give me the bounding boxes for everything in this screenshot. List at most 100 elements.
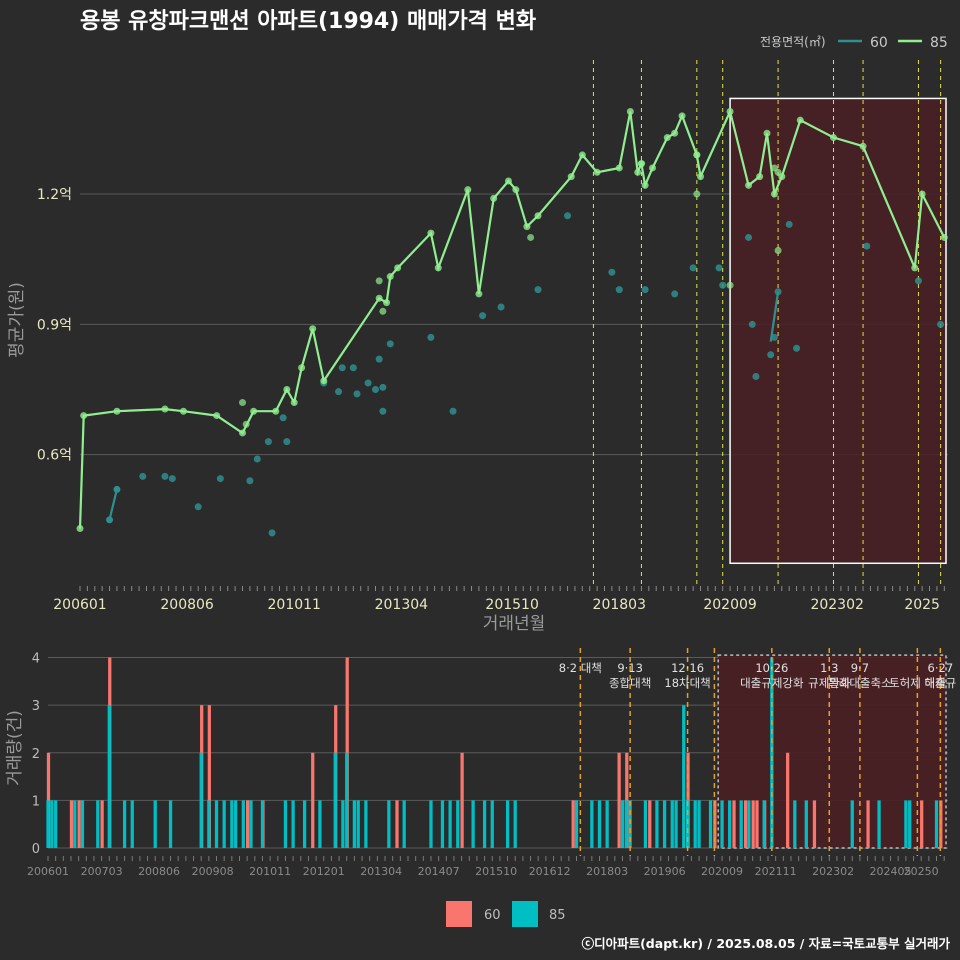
point-85 (80, 412, 88, 420)
point-85 (697, 173, 705, 181)
point-85 (796, 116, 804, 124)
point-60 (641, 286, 649, 294)
bar-60 (77, 800, 81, 848)
point-85 (239, 429, 247, 437)
bar-85 (96, 800, 100, 848)
x-tick-label: 201510 (485, 597, 538, 613)
y-axis-label: 거래량(건) (5, 710, 25, 786)
point-60 (914, 277, 922, 285)
x-tick-label: 202009 (701, 865, 743, 878)
point-60 (863, 242, 871, 250)
bar-85 (153, 800, 157, 848)
bar-85 (505, 800, 510, 848)
bar-85 (214, 800, 219, 848)
bar-85 (597, 800, 602, 848)
bar-85 (291, 800, 295, 848)
point-85 (375, 277, 383, 285)
point-60 (349, 364, 357, 372)
point-85 (918, 190, 926, 198)
bar-85 (934, 800, 939, 848)
bar-85 (199, 752, 203, 848)
point-85 (434, 264, 442, 272)
bar-60 (755, 800, 759, 848)
x-tick-label: 200908 (192, 865, 234, 878)
point-85 (693, 190, 701, 198)
policy-label: 10·26 (755, 661, 788, 675)
y-tick-label: 2 (32, 747, 40, 762)
point-85 (615, 164, 623, 172)
bar-60 (246, 800, 250, 848)
bar-60 (812, 800, 817, 848)
point-60 (268, 529, 276, 537)
bar-85 (54, 800, 58, 848)
bar-85 (747, 800, 751, 848)
point-85 (756, 173, 764, 181)
bar-85 (448, 800, 452, 848)
point-85 (490, 194, 498, 202)
point-60 (375, 355, 383, 363)
point-60 (427, 333, 435, 341)
bar-85 (674, 800, 678, 848)
point-85 (298, 364, 306, 372)
point-85 (375, 294, 383, 302)
bar-85 (513, 800, 517, 848)
legend-swatch-60 (446, 901, 472, 927)
bar-85 (643, 800, 648, 848)
point-60 (774, 288, 782, 296)
policy-label: 특례대출축소 (828, 676, 891, 690)
x-tick-label: 201803 (593, 597, 646, 613)
x-axis-label: 거래년월 (483, 614, 546, 634)
bar-85 (670, 800, 674, 848)
point-85 (671, 129, 679, 137)
bar-85 (73, 800, 77, 848)
point-85 (726, 107, 734, 115)
highlight-region (729, 97, 947, 565)
point-85 (250, 407, 258, 415)
bar-60 (732, 800, 736, 848)
point-85 (726, 281, 734, 289)
point-60 (534, 286, 542, 294)
point-60 (689, 264, 697, 272)
legend-label-85: 85 (549, 908, 566, 923)
x-tick-label: 202009 (703, 597, 756, 613)
y-tick-label: 1 (32, 794, 40, 809)
bar-85 (456, 800, 460, 848)
bar-85 (249, 800, 253, 848)
point-85 (464, 186, 472, 194)
point-85 (527, 233, 535, 241)
bar-85 (728, 800, 732, 848)
point-85 (663, 134, 671, 142)
point-85 (76, 525, 84, 533)
series-line-60 (769, 291, 780, 342)
y-tick-label: 4 (32, 652, 40, 667)
point-85 (829, 134, 837, 142)
point-85 (512, 186, 520, 194)
x-tick-label: 202405 (870, 865, 912, 878)
series-line-60 (108, 489, 118, 521)
point-60 (752, 372, 760, 380)
point-85 (179, 407, 187, 415)
legend-label-60: 60 (870, 35, 888, 51)
y-tick-label: 0.9억 (37, 317, 72, 333)
policy-label: 8·2 대책 (559, 661, 602, 675)
point-60 (608, 268, 616, 276)
point-85 (383, 299, 391, 307)
point-85 (678, 112, 686, 120)
policy-label: 9·13 (617, 661, 643, 675)
point-60 (564, 212, 572, 220)
policy-label: 대출규 (924, 676, 956, 690)
point-85 (578, 151, 586, 159)
bar-85 (471, 800, 475, 848)
policy-label: 대출규제강화 (740, 676, 804, 690)
bar-85 (762, 800, 766, 848)
point-60 (353, 390, 361, 398)
bar-85 (50, 800, 54, 848)
chart-title: 용봉 유창파크맨션 아파트(1994) 매매가격 변화 (80, 9, 536, 34)
bar-85 (333, 752, 337, 848)
y-tick-label: 1.2억 (37, 187, 72, 203)
point-60 (379, 407, 387, 415)
point-85 (239, 399, 247, 407)
point-85 (641, 181, 649, 189)
bar-60 (648, 800, 652, 848)
point-85 (161, 405, 169, 413)
